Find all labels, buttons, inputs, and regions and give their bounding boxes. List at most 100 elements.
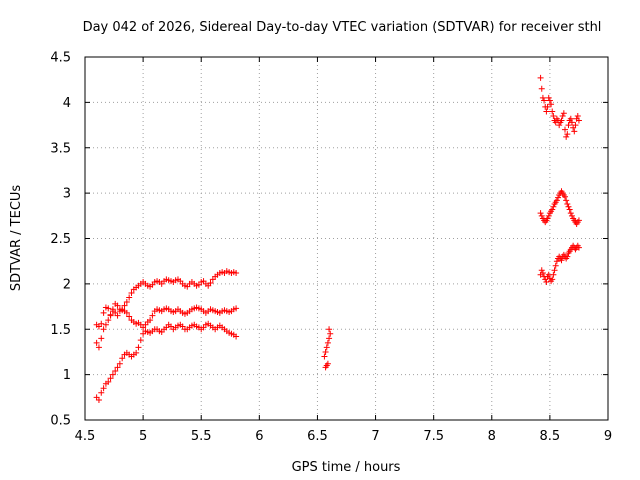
data-point: [105, 378, 112, 385]
data-point: [550, 112, 557, 119]
data-point: [543, 279, 550, 286]
data-point: [550, 271, 557, 278]
y-tick-label: 2.5: [50, 232, 71, 247]
data-point: [555, 194, 562, 201]
data-point: [575, 117, 582, 124]
grid: [85, 57, 608, 420]
x-tick-label: 9: [604, 429, 612, 444]
x-tick-label: 5.5: [191, 429, 212, 444]
data-point: [552, 262, 559, 269]
data-point: [575, 217, 582, 224]
data-point: [564, 131, 571, 138]
data-point: [119, 355, 126, 362]
data-point: [324, 360, 331, 367]
data-point: [564, 201, 571, 208]
data-point: [102, 321, 109, 328]
series-track-c: [93, 320, 240, 404]
y-tick-label: 3: [63, 187, 71, 202]
data-point: [109, 371, 116, 378]
y-tick-label: 2: [63, 277, 71, 292]
data-point: [147, 317, 154, 324]
data-point: [537, 74, 544, 81]
x-tick-label: 8: [488, 429, 496, 444]
data-point: [326, 326, 333, 333]
y-tick-label: 0.5: [50, 414, 71, 429]
data-point: [537, 210, 544, 217]
x-tick-label: 6.5: [307, 429, 328, 444]
data-point: [538, 267, 545, 274]
data-point: [565, 203, 572, 210]
data-point: [545, 94, 552, 101]
data-point: [114, 312, 121, 319]
plot-frame: [84, 56, 609, 421]
data-point: [105, 305, 112, 312]
data-point: [567, 115, 574, 122]
data-point: [107, 311, 114, 318]
data-point: [544, 103, 551, 110]
series-track-b: [93, 304, 240, 351]
data-point: [563, 133, 570, 140]
data-point: [133, 349, 140, 356]
series-track-g: [537, 242, 582, 286]
data-point: [207, 279, 214, 286]
data-point: [568, 119, 575, 126]
data-point: [93, 339, 100, 346]
data-point: [149, 312, 156, 319]
data-point: [100, 326, 107, 333]
data-point: [559, 112, 566, 119]
data-point: [568, 212, 575, 219]
y-tick-label: 4: [63, 96, 71, 111]
data-point: [556, 122, 563, 129]
data-point: [558, 117, 565, 124]
chart-title: Day 042 of 2026, Sidereal Day-to-day VTE…: [83, 20, 602, 35]
data-point: [105, 317, 112, 324]
data-point: [323, 344, 330, 351]
data-point: [128, 289, 135, 296]
data-point: [561, 193, 568, 200]
x-axis-label: GPS time / hours: [292, 460, 401, 475]
data-point: [567, 210, 574, 217]
data-point: [98, 389, 105, 396]
data-point: [539, 94, 546, 101]
data-point: [560, 110, 567, 117]
data-point: [98, 335, 105, 342]
series-track-e: [537, 74, 582, 140]
data-point: [324, 339, 331, 346]
data-point: [544, 215, 551, 222]
data-point: [114, 364, 121, 371]
data-point: [561, 126, 568, 133]
data-point: [564, 253, 571, 260]
data-point: [107, 375, 114, 382]
y-tick-label: 1.5: [50, 323, 71, 338]
series-track-f: [537, 188, 582, 227]
data-points: [93, 74, 582, 404]
series-track-d: [321, 326, 334, 371]
data-point: [123, 299, 130, 306]
data-point: [98, 320, 105, 327]
data-point: [549, 108, 556, 115]
data-point: [112, 367, 119, 374]
data-point: [549, 276, 556, 283]
data-point: [538, 212, 545, 219]
y-tick-label: 4.5: [50, 51, 71, 66]
y-tick-label: 3.5: [50, 141, 71, 156]
series-track-a: [93, 268, 240, 330]
data-point: [558, 257, 565, 264]
data-point: [100, 385, 107, 392]
data-point: [326, 335, 333, 342]
data-point: [327, 330, 334, 337]
data-point: [566, 206, 573, 213]
x-tick-label: 7: [371, 429, 379, 444]
data-point: [548, 101, 555, 108]
x-tick-label: 6: [255, 429, 263, 444]
data-point: [137, 337, 144, 344]
data-point: [123, 309, 130, 316]
data-point: [575, 244, 582, 251]
data-point: [551, 267, 558, 274]
data-point: [563, 197, 570, 204]
data-point: [541, 97, 548, 104]
data-point: [546, 97, 553, 104]
y-tick-label: 1: [63, 368, 71, 383]
data-point: [574, 112, 581, 119]
